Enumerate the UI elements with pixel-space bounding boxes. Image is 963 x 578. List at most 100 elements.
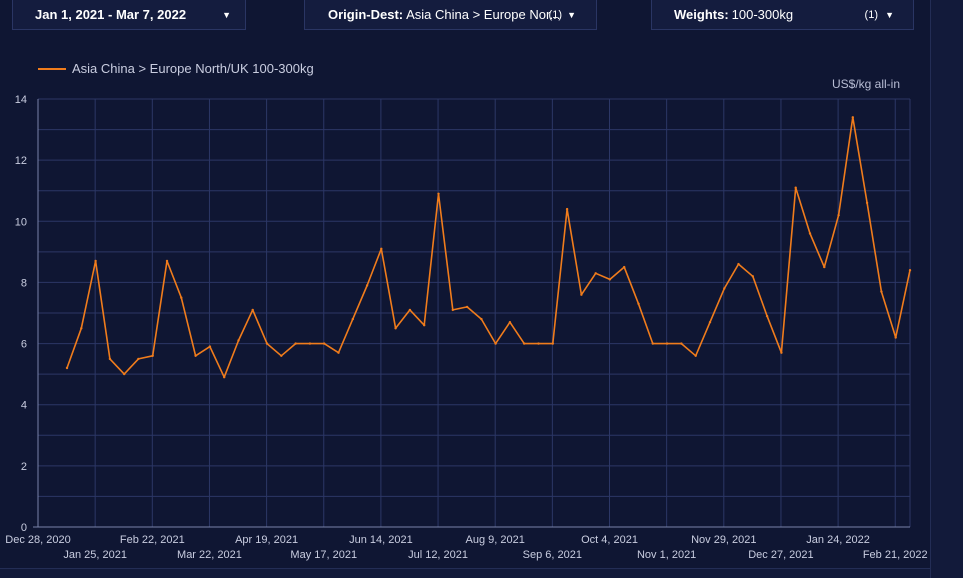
y-tick-label: 6	[21, 339, 27, 351]
weights-filter[interactable]: Weights: 100-300kg (1) ▼	[651, 0, 914, 30]
weights-label: Weights:	[674, 7, 729, 22]
data-point	[808, 232, 812, 235]
data-point	[180, 296, 183, 299]
data-point	[323, 342, 326, 345]
data-point	[151, 354, 154, 357]
data-point	[208, 345, 212, 348]
y-tick-label: 4	[21, 400, 27, 412]
bottom-bar	[0, 568, 930, 578]
x-tick-label: Jan 24, 2022	[806, 534, 870, 546]
data-point	[565, 207, 569, 211]
y-tick-label: 10	[15, 216, 27, 228]
data-point	[780, 351, 783, 354]
x-tick-label: Apr 19, 2021	[235, 534, 298, 546]
x-tick-label: Feb 21, 2022	[863, 549, 928, 561]
data-point	[480, 317, 483, 321]
data-point	[223, 376, 226, 379]
legend-swatch	[38, 67, 66, 70]
data-point	[408, 308, 412, 312]
data-point	[865, 201, 869, 205]
data-point	[108, 357, 112, 361]
x-tick-label: Mar 22, 2021	[177, 549, 242, 561]
caret-down-icon: ▼	[885, 9, 894, 20]
data-point	[723, 287, 726, 290]
data-point	[751, 275, 754, 278]
data-point	[465, 305, 469, 309]
caret-down-icon: ▼	[567, 9, 576, 20]
x-tick-label: Jul 12, 2021	[408, 549, 468, 561]
x-tick-label: Oct 4, 2021	[581, 534, 638, 546]
data-point	[823, 265, 826, 269]
data-point	[608, 278, 612, 281]
data-point	[694, 354, 697, 357]
y-tick-label: 2	[21, 461, 27, 473]
data-point	[551, 342, 554, 345]
legend-label: Asia China > Europe North/UK 100-300kg	[72, 61, 314, 76]
data-point	[65, 366, 69, 370]
data-point	[337, 351, 340, 354]
data-point	[394, 327, 397, 330]
data-point	[651, 342, 654, 345]
x-tick-label: Dec 27, 2021	[748, 549, 813, 561]
data-point	[708, 321, 712, 324]
series-line	[66, 116, 911, 379]
x-tick-label: Nov 1, 2021	[637, 549, 696, 561]
data-point	[908, 269, 912, 272]
data-point	[623, 265, 626, 269]
weights-value: 100-300kg	[731, 7, 794, 22]
data-point	[165, 259, 169, 263]
chart-legend[interactable]: Asia China > Europe North/UK 100-300kg	[38, 61, 314, 76]
y-tick-label: 0	[21, 522, 27, 534]
data-point	[508, 321, 512, 324]
data-point	[251, 308, 254, 312]
origin-dest-count: (1)	[548, 8, 562, 21]
data-point	[451, 308, 454, 312]
data-point	[580, 293, 583, 296]
origin-dest-value: Asia China > Europe Nor...	[406, 7, 561, 22]
x-tick-label: Dec 28, 2020	[5, 534, 70, 546]
data-point	[308, 342, 312, 345]
data-point	[265, 342, 269, 345]
x-tick-label: Jun 14, 2021	[349, 534, 413, 546]
data-point	[365, 284, 369, 287]
data-point	[423, 324, 426, 327]
data-point	[437, 192, 440, 195]
data-point	[294, 342, 297, 345]
date-range-filter[interactable]: Jan 1, 2021 - Mar 7, 2022 ▼	[12, 0, 246, 30]
data-point	[123, 372, 126, 376]
data-point	[880, 290, 883, 293]
data-point	[594, 272, 597, 275]
data-point	[765, 314, 769, 318]
data-point	[94, 259, 97, 263]
data-point	[851, 116, 854, 119]
data-point	[665, 342, 669, 345]
origin-dest-filter[interactable]: Origin-Dest: Asia China > Europe Nor... …	[304, 0, 597, 30]
y-tick-label: 8	[21, 277, 27, 289]
date-range-value: Jan 1, 2021 - Mar 7, 2022	[35, 7, 187, 22]
data-point	[351, 317, 354, 321]
unit-label: US$/kg all-in	[831, 77, 900, 91]
data-point	[80, 327, 83, 330]
data-point	[380, 247, 383, 250]
data-point	[680, 342, 683, 345]
data-point	[137, 357, 140, 361]
data-point	[537, 342, 540, 345]
x-tick-label: Feb 22, 2021	[120, 534, 185, 546]
data-point	[237, 339, 240, 342]
data-point	[194, 354, 197, 357]
weights-count: (1)	[864, 8, 878, 21]
data-point	[523, 342, 526, 345]
scrollbar-track[interactable]	[930, 0, 963, 578]
data-point	[894, 336, 897, 339]
data-point	[837, 214, 840, 217]
origin-dest-label: Origin-Dest:	[328, 7, 404, 22]
data-point	[280, 354, 283, 357]
y-tick-label: 12	[15, 155, 27, 167]
data-point	[494, 342, 497, 345]
x-tick-label: May 17, 2021	[290, 549, 357, 561]
x-tick-label: Jan 25, 2021	[63, 549, 127, 561]
data-point	[637, 302, 640, 305]
data-point	[794, 186, 797, 189]
x-tick-label: Nov 29, 2021	[691, 534, 756, 546]
